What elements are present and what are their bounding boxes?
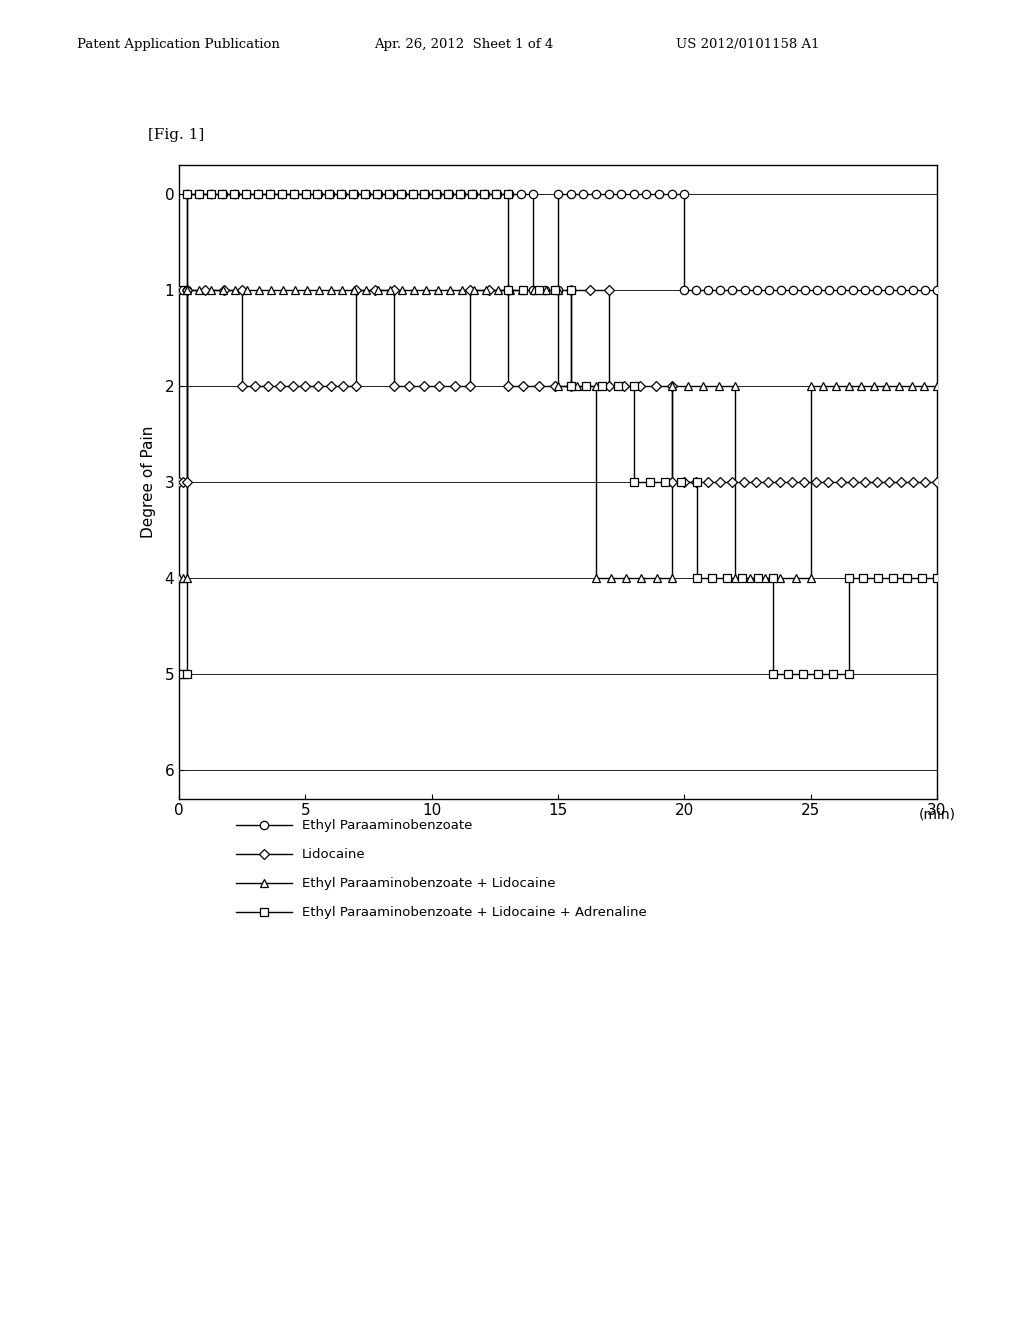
Text: US 2012/0101158 A1: US 2012/0101158 A1 [676,37,819,50]
Text: Ethyl Paraaminobenzoate: Ethyl Paraaminobenzoate [302,818,472,832]
Text: [Fig. 1]: [Fig. 1] [148,128,205,141]
Text: Ethyl Paraaminobenzoate + Lidocaine + Adrenaline: Ethyl Paraaminobenzoate + Lidocaine + Ad… [302,906,647,919]
Text: Lidocaine: Lidocaine [302,847,366,861]
Text: Ethyl Paraaminobenzoate + Lidocaine: Ethyl Paraaminobenzoate + Lidocaine [302,876,556,890]
Text: Patent Application Publication: Patent Application Publication [77,37,280,50]
Text: (min): (min) [919,808,955,822]
Y-axis label: Degree of Pain: Degree of Pain [141,425,157,539]
Text: Apr. 26, 2012  Sheet 1 of 4: Apr. 26, 2012 Sheet 1 of 4 [374,37,553,50]
